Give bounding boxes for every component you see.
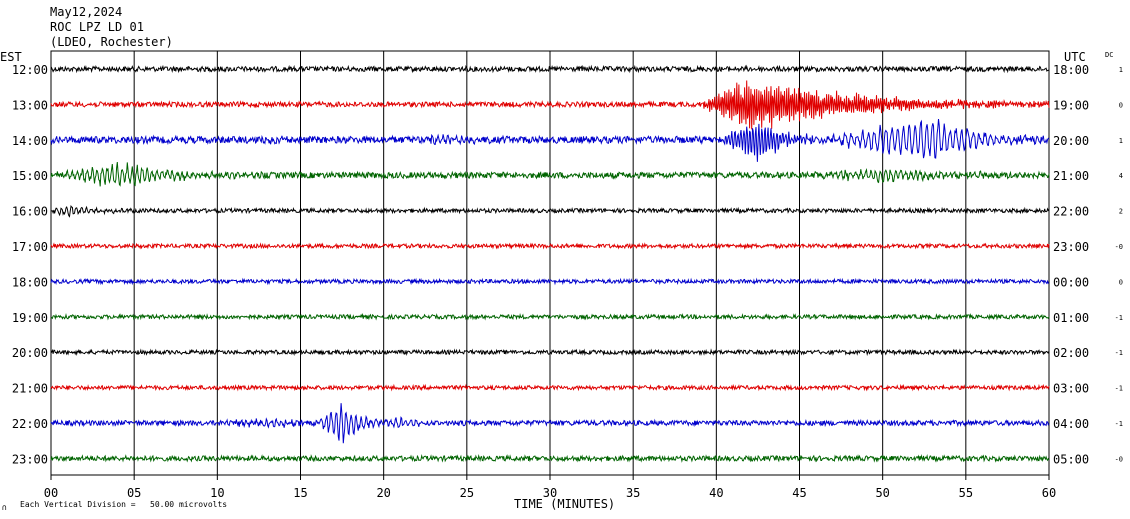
dc-offset-label: 0: [1119, 101, 1123, 109]
est-hour-label: 16:00: [12, 205, 48, 219]
utc-hour-labels: 18:00 19:00 20:00 21:00 22:00 23:00 00:00 01:00…: [1053, 63, 1089, 466]
dc-offset-label: 4: [1119, 172, 1123, 180]
x-tick-label: 10: [210, 486, 224, 500]
x-tick-label: 15: [293, 486, 307, 500]
x-tick-label: 25: [460, 486, 474, 500]
x-tick-labels: 00 05 10 15 20 25 30 35 40 45 50 55 60: [44, 475, 1056, 500]
trace-line-1200: [50, 64, 1050, 74]
dc-offset-label: -1: [1115, 420, 1123, 428]
grid-lines: [133, 51, 967, 475]
right-timezone-label: UTC: [1064, 50, 1086, 64]
trace-line-1300: [50, 80, 1050, 130]
est-hour-label: 22:00: [12, 417, 48, 431]
trace-line-2200: [50, 403, 1050, 444]
left-timezone-label: EST: [0, 50, 22, 64]
x-tick-label: 55: [959, 486, 973, 500]
utc-hour-label: 02:00: [1053, 346, 1089, 360]
x-tick-label: 45: [792, 486, 806, 500]
x-tick-label: 30: [543, 486, 557, 500]
dc-offset-label: 1: [1119, 137, 1123, 145]
dc-offset-label: -1: [1115, 314, 1123, 322]
trace-line-2000: [50, 348, 1050, 357]
trace-line-2100: [50, 383, 1050, 392]
utc-hour-label: 03:00: [1053, 382, 1089, 396]
est-hour-label: 13:00: [12, 98, 48, 112]
dc-offset-label: 1: [1119, 66, 1123, 74]
x-tick-label: 20: [376, 486, 390, 500]
trace-line-1800: [50, 277, 1050, 286]
date-label: May12,2024: [50, 5, 122, 19]
scale-note: Each Vertical Division = 50.00 microvolt…: [20, 500, 227, 509]
network-label: (LDEO, Rochester): [50, 35, 173, 49]
est-hour-label: 20:00: [12, 346, 48, 360]
est-hour-label: 15:00: [12, 169, 48, 183]
dc-offset-label: -1: [1115, 349, 1123, 357]
dc-offset-label: -1: [1115, 385, 1123, 393]
trace-line-2300: [50, 453, 1050, 463]
est-hour-label: 14:00: [12, 134, 48, 148]
dc-offset-label: 0: [1119, 278, 1123, 286]
est-hour-label: 17:00: [12, 240, 48, 254]
utc-hour-label: 19:00: [1053, 98, 1089, 112]
est-hour-label: 18:00: [12, 275, 48, 289]
est-hour-label: 19:00: [12, 311, 48, 325]
trace-line-1500: [50, 162, 1050, 187]
station-label: ROC LPZ LD 01: [50, 20, 144, 34]
utc-hour-label: 20:00: [1053, 134, 1089, 148]
utc-hour-label: 05:00: [1053, 452, 1089, 466]
utc-hour-label: 18:00: [1053, 63, 1089, 77]
est-hour-labels: 12:00 13:00 14:00 15:00 16:00 17:00 18:00 19:00…: [12, 63, 48, 466]
x-tick-label: 05: [127, 486, 141, 500]
dc-offset-label: -0: [1115, 455, 1123, 463]
utc-hour-label: 22:00: [1053, 205, 1089, 219]
dc-offset-labels: 1 0 1 4 2 -0 0 -1 -1 -1 -1 -0: [1115, 66, 1123, 463]
x-tick-label: 60: [1042, 486, 1056, 500]
est-hour-label: 23:00: [12, 452, 48, 466]
est-hour-label: 12:00: [12, 63, 48, 77]
trace-line-1600: [50, 204, 1050, 218]
trace-line-1900: [50, 312, 1050, 321]
est-hour-label: 21:00: [12, 382, 48, 396]
utc-hour-label: 00:00: [1053, 275, 1089, 289]
utc-hour-label: 04:00: [1053, 417, 1089, 431]
trace-line-1700: [50, 242, 1050, 250]
trace-line-1400: [50, 119, 1050, 162]
x-tick-label: 50: [875, 486, 889, 500]
x-tick-label: 00: [44, 486, 58, 500]
seismic-traces: [50, 64, 1050, 463]
utc-hour-label: 23:00: [1053, 240, 1089, 254]
x-axis-title: TIME (MINUTES): [514, 497, 615, 511]
dc-offset-label: 2: [1119, 208, 1123, 216]
x-tick-label: 35: [626, 486, 640, 500]
dc-header-label: DC: [1105, 51, 1113, 59]
dc-offset-label: -0: [1115, 243, 1123, 251]
utc-hour-label: 01:00: [1053, 311, 1089, 325]
utc-hour-label: 21:00: [1053, 169, 1089, 183]
scale-icon: ∩: [2, 503, 7, 512]
x-tick-label: 40: [709, 486, 723, 500]
